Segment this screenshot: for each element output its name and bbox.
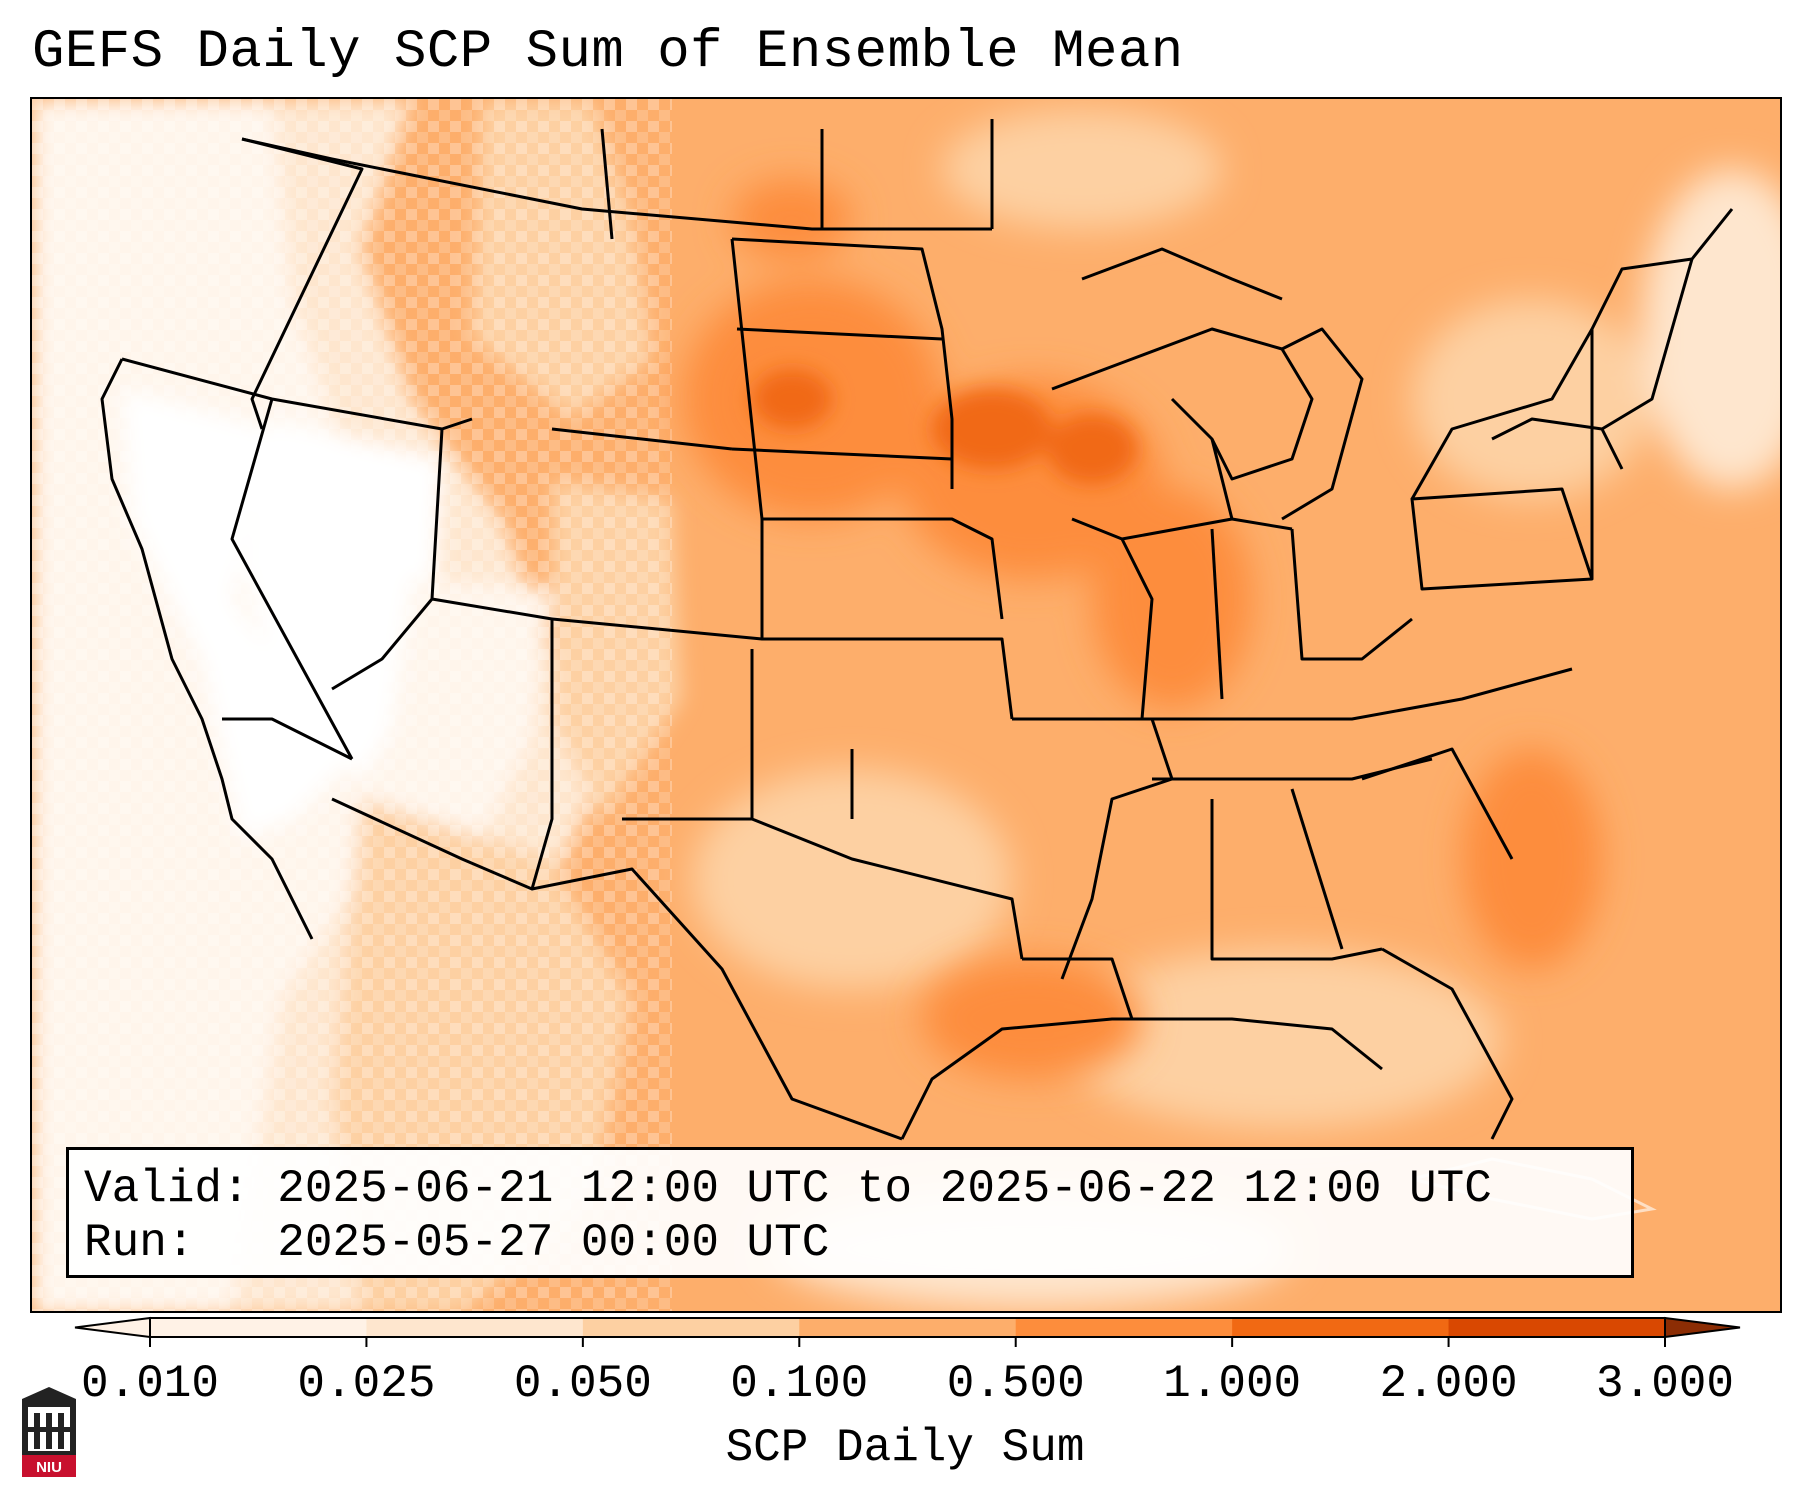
colorbar-label: SCP Daily Sum (725, 1422, 1085, 1474)
chart-title: GEFS Daily SCP Sum of Ensemble Mean (32, 22, 1184, 83)
colorbar-outline (149, 1317, 1666, 1338)
boundaries (100, 119, 1734, 1141)
colorbar-bin-0.010 (150, 1318, 367, 1337)
colorbar-tick-label-0.100: 0.100 (730, 1358, 869, 1410)
colorbar-bin-2.000 (1448, 1318, 1666, 1337)
colorbar-tick-label-3.000: 3.000 (1595, 1358, 1735, 1410)
map-panel (30, 97, 1782, 1313)
colorbar-bin-1.000 (1232, 1318, 1450, 1337)
colorbar-tick-label-2.000: 2.000 (1379, 1358, 1518, 1410)
colorbar-bin-0.025 (366, 1318, 584, 1337)
colorbar-bin-0.500 (1015, 1318, 1233, 1337)
colorbar-extend-min (74, 1316, 151, 1339)
colorbar-tick-label-0.010: 0.010 (80, 1358, 220, 1410)
niu-logo: NIU (22, 1387, 76, 1477)
colorbar-bin-0.100 (799, 1318, 1017, 1337)
colorbar-segments (74, 1316, 1741, 1339)
field-west-speckle (32, 99, 672, 1311)
valid-label: Valid: (84, 1163, 250, 1215)
colorbar-tick-label-0.500: 0.500 (946, 1358, 1085, 1410)
colorbar-tick-label-1.000: 1.000 (1163, 1358, 1302, 1410)
valid-run-info-box: Valid: 2025-06-21 12:00 UTC to 2025-06-2… (66, 1147, 1634, 1278)
run-label: Run: (84, 1217, 195, 1269)
field-very-high (752, 369, 1137, 484)
colorbar-tick-label-0.025: 0.025 (297, 1358, 436, 1410)
colorbar-tick-label-0.050: 0.050 (513, 1358, 652, 1410)
run-value: 2025-05-27 00:00 UTC (277, 1217, 830, 1269)
scp-map (32, 99, 1780, 1311)
colorbar-ticks (149, 1337, 1666, 1347)
colorbar-bin-0.050 (582, 1318, 800, 1337)
niu-logo-text: NIU (36, 1459, 62, 1476)
colorbar-extend-max (1664, 1316, 1741, 1339)
valid-value: 2025-06-21 12:00 UTC to 2025-06-22 12:00… (277, 1163, 1492, 1215)
